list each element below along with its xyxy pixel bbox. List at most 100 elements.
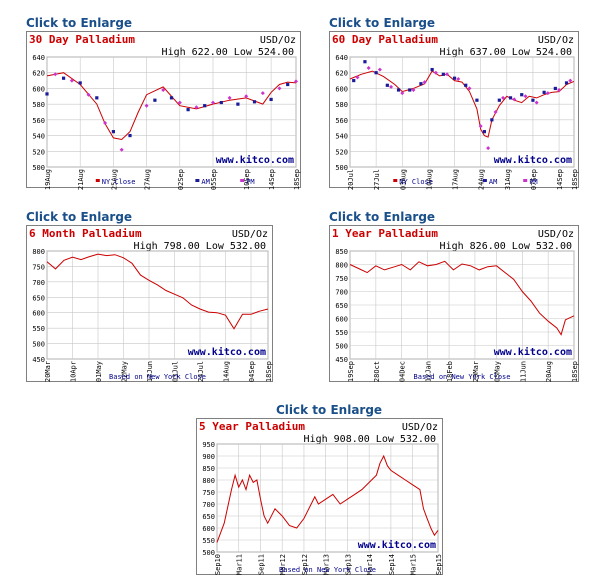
click-to-enlarge-link[interactable]: Click to Enlarge [276,403,383,417]
unit-label: USD/Oz [402,422,438,433]
high-low-label: High 637.00 Low 524.00 [440,47,572,58]
am-point [236,102,240,106]
am-point [385,83,389,87]
am-point [169,96,174,100]
x-tick-label: 18Feb [446,361,454,382]
am-point [520,93,524,97]
y-tick-label: 800 [202,477,215,485]
legend-item: PM [529,178,537,186]
click-to-enlarge-link[interactable]: Click to Enlarge [329,16,436,30]
legend-item: PM [246,178,254,186]
chart-panel-6-month: Click to Enlarge 6 Month Palladium USD/Oz… [26,210,301,382]
am-point [153,98,157,102]
x-tick-label: 12Jun [146,361,154,382]
y-tick-label: 520 [32,148,45,156]
y-tick-label: 540 [335,133,348,141]
chart-60-day-palladium[interactable]: 60 Day Palladium USD/Oz High 637.00 Low 52… [329,31,579,190]
y-tick-label: 620 [335,70,348,78]
pm-point [545,91,550,96]
chart-30-day-palladium[interactable]: 30 Day Palladium USD/Oz High 622.00 Low 52… [26,31,301,190]
x-tick-label: 20Jul [347,169,355,190]
am-point [219,100,223,105]
x-tick-label: Sep15 [435,554,443,575]
x-tick-label: 18Sep [293,169,301,190]
click-to-enlarge-link[interactable]: Click to Enlarge [329,210,436,224]
pm-point [445,72,450,77]
high-low-label: High 622.00 Low 524.00 [162,47,294,58]
y-tick-label: 650 [202,513,215,521]
am-point [45,92,49,96]
am-point [286,82,290,87]
pm-point [411,88,416,92]
unit-label: USD/Oz [538,229,574,240]
pm-point [366,66,371,70]
pm-point [294,79,298,84]
click-to-enlarge-link[interactable]: Click to Enlarge [26,16,133,30]
x-tick-label: 14Aug [223,361,231,382]
legend-item: NY Close [102,178,136,186]
am-point [111,130,115,134]
am-point [531,98,535,102]
am-point [542,90,546,94]
x-tick-label: 20Aug [545,361,553,382]
chart-title: 1 Year Palladium [332,227,438,240]
watermark: www.kitco.com [494,154,572,166]
pm-point [177,100,182,105]
chart-panel-30-day: Click to Enlarge 30 Day Palladium USD/Oz H… [26,16,301,190]
am-point [374,71,378,75]
pm-point [456,77,461,81]
legend-swatch [240,179,245,182]
x-tick-label: 31Aug [504,169,512,190]
pm-point [277,86,282,91]
am-point [482,130,486,134]
pm-point [144,103,149,108]
am-point [441,72,445,76]
y-tick-label: 500 [32,164,45,172]
x-tick-label: Mar12 [279,554,287,575]
y-tick-label: 500 [335,343,348,351]
y-tick-label: 650 [335,302,348,310]
pm-point [355,75,360,80]
x-tick-label: 17Aug [452,169,460,190]
am-point [430,67,434,72]
pm-point [422,80,427,85]
pm-point [103,121,108,125]
x-tick-label: 14Sep [556,169,564,190]
pm-point [486,146,491,151]
y-tick-label: 500 [32,341,45,349]
am-point [363,60,367,64]
chart-title: 6 Month Palladium [29,227,142,240]
chart-1-year-palladium[interactable]: 1 Year Palladium USD/Oz High 826.00 Low 53… [329,225,579,382]
y-tick-label: 850 [335,248,348,256]
chart-5-year-palladium[interactable]: 5 Year Palladium USD/Oz High 908.00 Low 53… [196,418,443,575]
click-to-enlarge-link[interactable]: Click to Enlarge [26,210,133,224]
y-tick-label: 500 [335,164,348,172]
y-tick-label: 550 [32,325,45,333]
am-point [564,81,569,85]
x-tick-label: 10Aug [425,169,433,190]
x-tick-label: Mar11 [236,554,244,575]
watermark: www.kitco.com [358,539,436,551]
x-tick-label: 04Sep [248,361,256,382]
legend-item: AM [201,178,209,186]
pm-point [211,100,215,105]
chart-6-month-palladium[interactable]: 6 Month Palladium USD/Oz High 798.00 Low 5… [26,225,273,382]
y-tick-label: 500 [202,549,215,557]
y-tick-label: 850 [202,465,215,473]
am-point [203,104,207,108]
am-point [452,76,457,80]
high-low-label: High 826.00 Low 532.00 [440,241,572,252]
y-tick-label: 600 [335,85,348,93]
pm-point [194,105,199,110]
x-tick-label: Sep14 [388,554,396,575]
x-tick-label: 21Aug [77,169,85,190]
x-tick-label: 24Aug [478,169,486,190]
plot-area [349,56,575,168]
series-line-ny-close [349,260,575,336]
y-tick-label: 450 [335,356,348,364]
watermark: www.kitco.com [188,346,266,358]
chart-title: 30 Day Palladium [29,33,135,46]
x-tick-label: 01May [95,361,103,382]
y-tick-label: 700 [335,289,348,297]
y-tick-label: 540 [32,133,45,141]
